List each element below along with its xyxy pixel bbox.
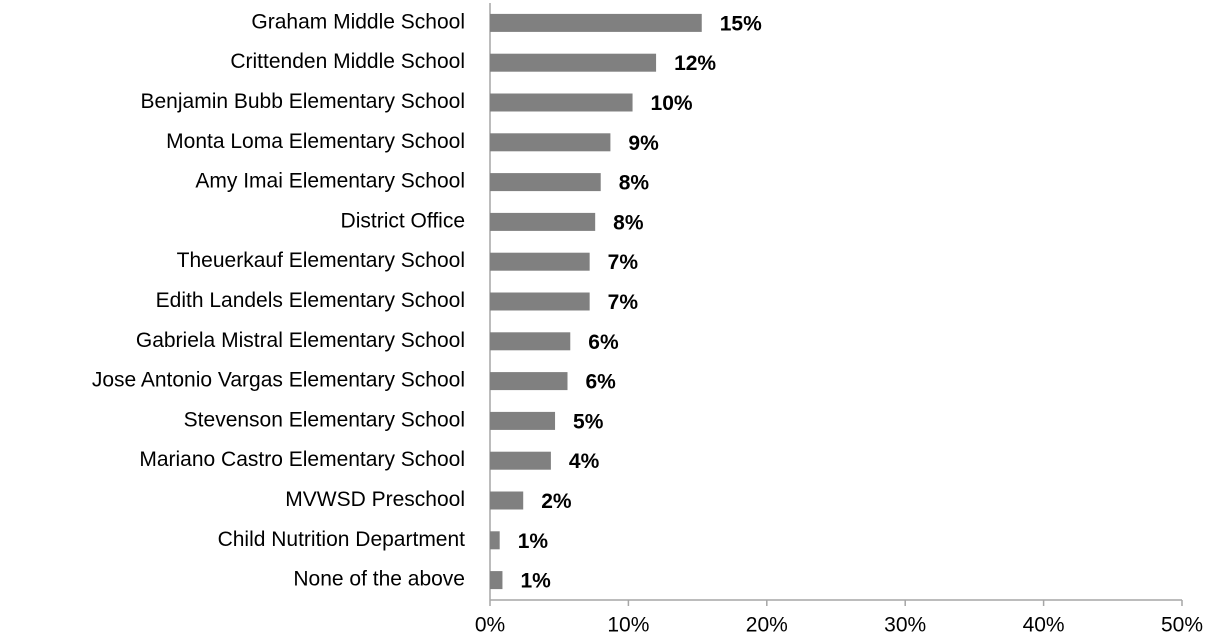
value-label: 6% — [588, 331, 619, 354]
bar — [490, 372, 568, 391]
value-label: 8% — [619, 172, 650, 195]
bar — [490, 451, 551, 470]
y-tick-label: Edith Landels Elementary School — [156, 289, 465, 312]
bar — [490, 292, 590, 311]
value-label: 2% — [541, 490, 572, 513]
x-tick-label: 0% — [475, 614, 505, 637]
bar — [490, 491, 524, 510]
value-label: 8% — [613, 211, 644, 234]
value-label: 7% — [608, 251, 639, 274]
value-label: 1% — [520, 570, 551, 593]
y-tick-label: None of the above — [293, 568, 465, 591]
value-label: 4% — [569, 450, 600, 473]
value-label: 7% — [608, 291, 639, 314]
y-tick-label: Theuerkauf Elementary School — [177, 249, 465, 272]
bar — [490, 133, 611, 152]
bar — [490, 411, 556, 430]
y-tick-label: District Office — [341, 209, 465, 232]
bar — [490, 571, 503, 590]
x-tick-label: 30% — [884, 614, 926, 637]
y-tick-label: Amy Imai Elementary School — [195, 170, 465, 193]
value-label: 1% — [518, 530, 549, 553]
value-label: 10% — [651, 92, 693, 115]
bar — [490, 531, 500, 550]
x-tick-label: 40% — [1023, 614, 1065, 637]
value-label: 6% — [586, 371, 617, 394]
value-label: 5% — [573, 410, 604, 433]
y-tick-label: Child Nutrition Department — [218, 528, 466, 551]
y-tick-label: Mariano Castro Elementary School — [139, 448, 465, 471]
y-tick-label: Jose Antonio Vargas Elementary School — [92, 369, 465, 392]
bar — [490, 173, 601, 192]
y-tick-label: Benjamin Bubb Elementary School — [140, 90, 465, 113]
x-tick-label: 10% — [607, 614, 649, 637]
value-label: 15% — [720, 12, 762, 35]
y-tick-label: Stevenson Elementary School — [184, 408, 465, 431]
bar — [490, 93, 633, 112]
bar — [490, 332, 571, 351]
bar — [490, 212, 596, 231]
y-tick-label: MVWSD Preschool — [285, 488, 465, 511]
y-tick-label: Crittenden Middle School — [230, 50, 465, 73]
bar — [490, 252, 590, 271]
y-tick-label: Gabriela Mistral Elementary School — [136, 329, 465, 352]
x-tick-label: 50% — [1161, 614, 1203, 637]
x-tick-label: 20% — [746, 614, 788, 637]
bar — [490, 53, 657, 72]
value-label: 12% — [674, 52, 716, 75]
y-tick-label: Graham Middle School — [251, 10, 465, 33]
bar — [490, 13, 702, 32]
value-label: 9% — [628, 132, 659, 155]
y-tick-label: Monta Loma Elementary School — [166, 130, 465, 153]
